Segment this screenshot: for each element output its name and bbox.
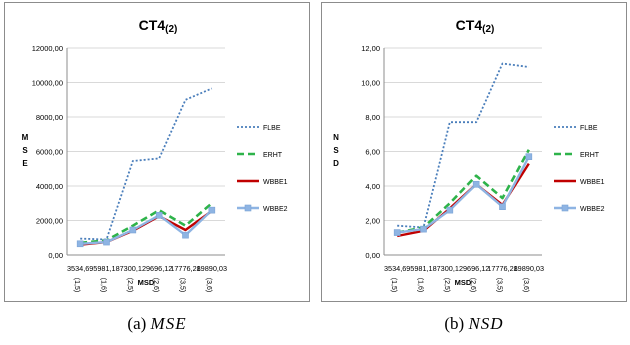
y-tick-label: 4,00: [365, 182, 380, 191]
series-line-wbbe1: [396, 162, 530, 238]
x-subcategory-label: (1,5): [73, 278, 80, 292]
legend-label: FLBE: [263, 125, 281, 132]
y-tick-label: 2,00: [365, 217, 380, 226]
x-subcategory-label: (2,6): [152, 278, 159, 292]
chart-panel-mse: CT4(2) 0,00 2000,00 4000,00 6000,00 8000,00 10…: [4, 2, 310, 302]
series-point-wbbe2: [472, 180, 480, 188]
legend-label: WBBE1: [263, 179, 288, 186]
chart-title: CT4(2): [456, 17, 495, 35]
x-tick-label: 5981,18: [410, 264, 436, 273]
series-line-wbbe2: [397, 156, 530, 234]
series-line-wbbe2: [80, 209, 213, 245]
legend-label: WBBE2: [263, 206, 288, 213]
y-tick-label: 8,00: [365, 113, 380, 122]
y-tick-label: 4000,00: [36, 182, 63, 191]
legend-label: ERHT: [580, 152, 600, 159]
x-subcategory-label: (3,5): [496, 278, 503, 292]
y-tick-label: 12,00: [361, 44, 380, 53]
chart-mse: CT4(2) 0,00 2000,00 4000,00 6000,00 8000,00 10…: [22, 17, 288, 292]
y-axis-label-letter: D: [333, 159, 339, 168]
legend-marker: [561, 204, 569, 212]
y-tick-label: 8000,00: [36, 113, 63, 122]
x-subcategory-label: (2,6): [469, 278, 476, 292]
chart-title-main: CT4: [139, 17, 166, 33]
series-point-wbbe2: [182, 231, 189, 239]
y-tick-label: 10000,00: [32, 79, 63, 88]
y-tick-label: 6,00: [365, 148, 380, 157]
chart-nsd: CT4(2) 0,00 2,00 4,00 6,00 8,00 10,00 12,00 NSD 3…: [333, 17, 605, 292]
x-subcategory-label: (1,6): [100, 278, 107, 292]
x-subcategory-label: (3,5): [179, 278, 186, 292]
series-point-wbbe2: [420, 225, 427, 233]
caption-math: MSE: [150, 314, 187, 333]
x-tick-label: 17776,28: [170, 264, 200, 273]
caption-mse: (a) MSE: [4, 314, 310, 334]
x-tick-label: 9696,12: [463, 264, 489, 273]
x-tick-label: 7300,12: [120, 264, 146, 273]
series-line-erht: [80, 202, 213, 245]
y-axis-label-letter: E: [22, 159, 28, 168]
y-axis-label-letter: S: [22, 146, 28, 155]
series-point-wbbe2: [446, 206, 454, 214]
legend-marker: [244, 204, 252, 212]
x-subcategory-label: (1,6): [417, 278, 424, 292]
x-axis-label: MSD: [455, 278, 472, 287]
legend-label: WBBE2: [580, 206, 605, 213]
caption-label: (b): [444, 314, 465, 333]
series-point-wbbe2: [525, 153, 533, 160]
x-tick-label: 19890,03: [197, 264, 227, 273]
caption-label: (a): [127, 314, 147, 333]
series-point-wbbe2: [393, 229, 401, 236]
x-subcategory-label: (2,5): [126, 278, 133, 292]
series-point-wbbe2: [103, 238, 110, 246]
series-point-wbbe2: [499, 203, 506, 210]
x-tick-label: 3534,69: [384, 264, 410, 273]
chart-title: CT4(2): [139, 17, 178, 35]
x-tick-label: 9696,12: [146, 264, 172, 273]
x-subcategory-label: (3,6): [205, 278, 212, 292]
legend-label: WBBE1: [580, 179, 605, 186]
x-tick-label: 17776,28: [487, 264, 517, 273]
y-axis-label-letter: N: [333, 133, 339, 142]
y-tick-label: 0,00: [48, 251, 63, 260]
y-tick-label: 6000,00: [36, 148, 63, 157]
y-tick-label: 0,00: [365, 251, 380, 260]
x-tick-label: 7300,12: [437, 264, 463, 273]
y-tick-label: 10,00: [361, 79, 380, 88]
series-point-wbbe2: [155, 212, 163, 219]
x-subcategory-label: (3,6): [522, 278, 529, 292]
legend-label: ERHT: [263, 152, 283, 159]
legend-label: FLBE: [580, 125, 598, 132]
x-subcategory-label: (1,5): [390, 278, 397, 292]
y-axis-label-letter: S: [333, 146, 339, 155]
y-axis-label-letter: M: [22, 133, 29, 142]
chart-title-subscript: (2): [165, 24, 177, 35]
x-tick-label: 3534,69: [67, 264, 93, 273]
chart-panel-nsd: CT4(2) 0,00 2,00 4,00 6,00 8,00 10,00 12,00 N S D 3…: [321, 2, 627, 302]
x-axis-label: MSD: [138, 278, 155, 287]
x-tick-label: 5981,18: [93, 264, 119, 273]
y-tick-label: 12000,00: [32, 44, 63, 53]
series-point-wbbe2: [208, 206, 216, 214]
chart-title-subscript: (2): [482, 24, 494, 35]
caption-nsd: (b) NSD: [321, 314, 627, 334]
series-line-erht: [396, 149, 530, 234]
x-tick-label: 19890,03: [514, 264, 544, 273]
series-line-flbe: [397, 62, 529, 229]
series-line-flbe: [80, 87, 213, 241]
caption-math: NSD: [468, 314, 504, 333]
series-point-wbbe2: [129, 226, 137, 234]
x-subcategory-label: (2,5): [443, 278, 450, 292]
y-tick-label: 2000,00: [36, 217, 63, 226]
chart-title-main: CT4: [456, 17, 483, 33]
series-point-wbbe2: [76, 240, 84, 248]
